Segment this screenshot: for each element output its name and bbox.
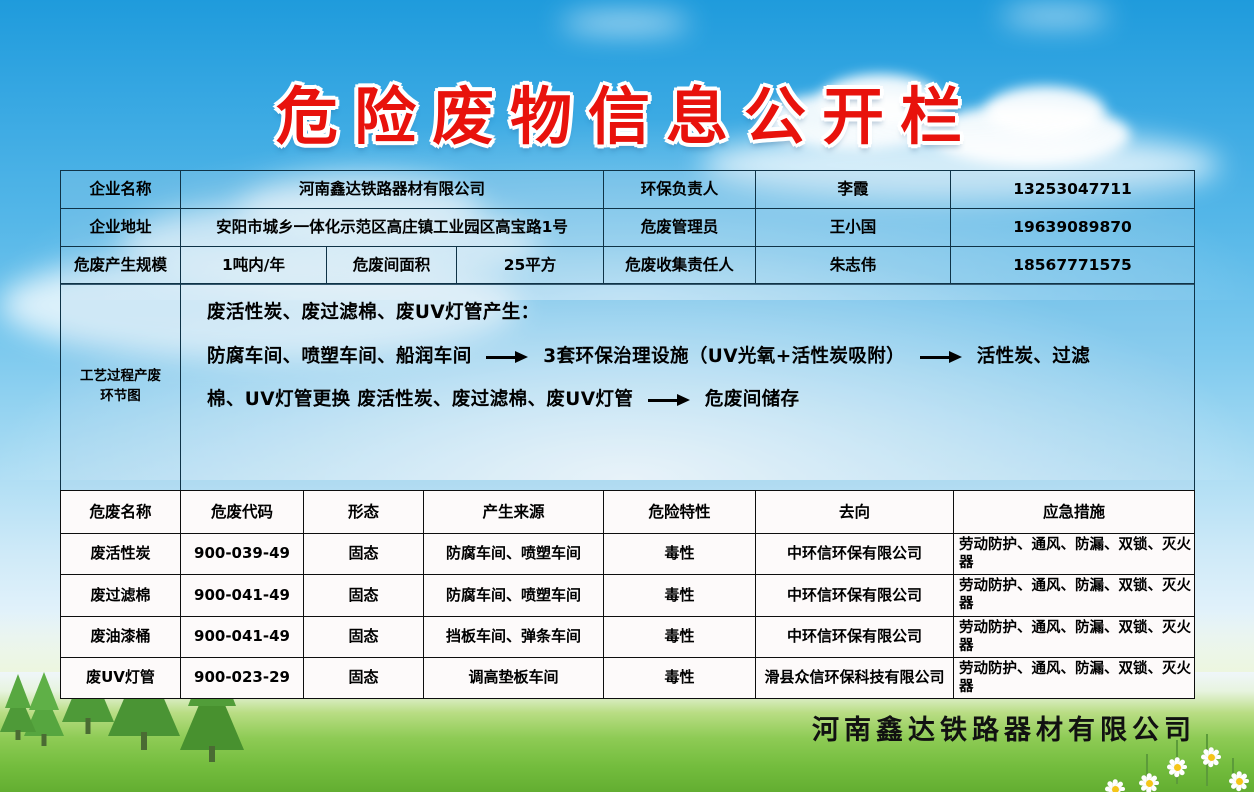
flow-line3-waste: 棉、UV灯管更换 废活性炭、废过滤棉、废UV灯管 — [207, 389, 634, 410]
cell-waste-state: 固态 — [303, 656, 424, 700]
label-waste-room-area: 危废间面积 — [326, 246, 457, 285]
arrow-right-icon — [486, 350, 529, 363]
arrow-right-icon — [648, 394, 691, 406]
cell-waste-destination: 中环信环保有限公司 — [755, 615, 954, 658]
process-flow-section: 工艺过程产废 环节图 废活性炭、废过滤棉、废UV灯管产生： 防腐车间、喷塑车间、… — [60, 283, 1195, 491]
cell-waste-source: 防腐车间、喷塑车间 — [423, 532, 604, 576]
flow-label-line2: 环节图 — [100, 388, 141, 404]
table-row: 危废产生规模 1吨内/年 危废间面积 25平方 危废收集责任人 朱志伟 1856… — [60, 246, 1196, 285]
arrow-right-icon — [919, 350, 962, 363]
cell-waste-measures: 劳动防护、通风、防漏、双锁、灭火器 — [953, 656, 1195, 700]
table-row: 废过滤棉 900-041-49 固态 防腐车间、喷塑车间 毒性 中环信环保有限公… — [60, 574, 1195, 617]
value-waste-manager-phone: 19639089870 — [950, 208, 1196, 247]
cell-waste-state: 固态 — [303, 532, 424, 576]
header-waste-measures: 应急措施 — [953, 490, 1195, 534]
label-company-address: 企业地址 — [60, 208, 181, 247]
cell-waste-measures: 劳动防护、通风、防漏、双锁、灭火器 — [953, 574, 1195, 617]
cell-waste-code: 900-023-29 — [180, 656, 304, 700]
cell-waste-destination: 滑县众信环保科技有限公司 — [755, 656, 954, 700]
label-waste-manager: 危废管理员 — [603, 208, 757, 247]
cell-waste-measures: 劳动防护、通风、防漏、双锁、灭火器 — [953, 532, 1195, 576]
flow-line1-text: 废活性炭、废过滤棉、废UV灯管产生： — [207, 302, 540, 323]
value-company-address: 安阳市城乡一体化示范区高庄镇工业园区高宝路1号 — [179, 208, 605, 247]
label-process-flow: 工艺过程产废 环节图 — [60, 283, 181, 491]
cell-waste-source: 挡板车间、弹条车间 — [423, 615, 604, 658]
cell-waste-name: 废UV灯管 — [60, 656, 181, 700]
value-waste-manager: 王小国 — [755, 208, 952, 247]
flow-line-1: 废活性炭、废过滤棉、废UV灯管产生： — [207, 302, 1194, 323]
cell-waste-destination: 中环信环保有限公司 — [755, 532, 954, 576]
label-env-officer: 环保负责人 — [603, 170, 757, 209]
footer-company-name: 河南鑫达铁路器材有限公司 — [812, 715, 1196, 746]
value-collection-officer-phone: 18567771575 — [950, 246, 1196, 285]
flow-line-3: 棉、UV灯管更换 废活性炭、废过滤棉、废UV灯管 危废间储存 — [207, 389, 1194, 410]
daisy-flower-icon — [1136, 770, 1162, 792]
page-title: 危险废物信息公开栏 — [275, 80, 978, 153]
flower-stem — [1146, 754, 1148, 788]
label-waste-scale: 危废产生规模 — [60, 246, 181, 285]
cell-waste-hazard: 毒性 — [603, 615, 756, 658]
table-row: 废UV灯管 900-023-29 固态 调高垫板车间 毒性 滑县众信环保科技有限… — [60, 656, 1195, 700]
header-waste-name: 危废名称 — [60, 490, 181, 534]
cell-waste-code: 900-041-49 — [180, 574, 304, 617]
cell-waste-name: 废活性炭 — [60, 532, 181, 576]
value-waste-room-area: 25平方 — [455, 246, 605, 285]
label-collection-officer: 危废收集责任人 — [603, 246, 757, 285]
flow-line2-source: 防腐车间、喷塑车间、船润车间 — [207, 345, 472, 367]
value-env-officer: 李霞 — [755, 170, 952, 209]
cell-waste-code: 900-041-49 — [180, 615, 304, 658]
table-row: 废活性炭 900-039-49 固态 防腐车间、喷塑车间 毒性 中环信环保有限公… — [60, 532, 1195, 576]
table-row: 企业地址 安阳市城乡一体化示范区高庄镇工业园区高宝路1号 危废管理员 王小国 1… — [60, 208, 1196, 247]
cell-waste-destination: 中环信环保有限公司 — [755, 574, 954, 617]
cell-waste-name: 废过滤棉 — [60, 574, 181, 617]
header-waste-hazard: 危险特性 — [603, 490, 756, 534]
hazardous-waste-table: 危废名称 危废代码 形态 产生来源 危险特性 去向 应急措施 废活性炭 900-… — [60, 490, 1195, 700]
cell-waste-measures: 劳动防护、通风、防漏、双锁、灭火器 — [953, 615, 1195, 658]
cell-waste-name: 废油漆桶 — [60, 615, 181, 658]
table-row: 企业名称 河南鑫达铁路器材有限公司 环保负责人 李霞 13253047711 — [60, 170, 1196, 209]
flow-label-line1: 工艺过程产废 — [80, 368, 161, 385]
daisy-flower-icon — [1162, 752, 1192, 782]
flow-line2-treatment: 3套环保治理设施（UV光氧+活性炭吸附） — [543, 345, 906, 367]
daisy-flower-icon — [1104, 778, 1126, 792]
table-row: 工艺过程产废 环节图 废活性炭、废过滤棉、废UV灯管产生： 防腐车间、喷塑车间、… — [60, 283, 1195, 491]
cell-waste-state: 固态 — [303, 574, 424, 617]
cell-waste-hazard: 毒性 — [603, 656, 756, 700]
cloud-decoration — [560, 14, 690, 32]
cell-waste-state: 固态 — [303, 615, 424, 658]
daisy-flower-icon — [1226, 768, 1252, 792]
cell-waste-hazard: 毒性 — [603, 574, 756, 617]
value-collection-officer: 朱志伟 — [755, 246, 952, 285]
flow-line2-output: 活性炭、过滤 — [976, 345, 1091, 367]
cell-waste-source: 调高垫板车间 — [423, 656, 604, 700]
cloud-decoration — [1000, 8, 1110, 24]
header-waste-state: 形态 — [303, 490, 424, 534]
cell-waste-hazard: 毒性 — [603, 532, 756, 576]
table-header-row: 危废名称 危废代码 形态 产生来源 危险特性 去向 应急措施 — [60, 490, 1195, 534]
cell-waste-source: 防腐车间、喷塑车间 — [423, 574, 604, 617]
value-waste-scale: 1吨内/年 — [180, 246, 327, 285]
flow-line-2: 防腐车间、喷塑车间、船润车间 3套环保治理设施（UV光氧+活性炭吸附） 活性炭、… — [207, 345, 1194, 367]
flow-line3-storage: 危废间储存 — [704, 389, 800, 410]
table-row: 废油漆桶 900-041-49 固态 挡板车间、弹条车间 毒性 中环信环保有限公… — [60, 615, 1195, 658]
header-waste-source: 产生来源 — [423, 490, 604, 534]
process-flow-body: 废活性炭、废过滤棉、废UV灯管产生： 防腐车间、喷塑车间、船润车间 3套环保治理… — [180, 283, 1195, 491]
company-info-table: 企业名称 河南鑫达铁路器材有限公司 环保负责人 李霞 13253047711 企… — [60, 170, 1196, 285]
daisy-flower-icon — [1196, 742, 1226, 772]
tree-icon — [0, 666, 36, 740]
label-company-name: 企业名称 — [60, 170, 181, 209]
header-waste-destination: 去向 — [755, 490, 954, 534]
value-env-officer-phone: 13253047711 — [950, 170, 1196, 209]
cell-waste-code: 900-039-49 — [180, 532, 304, 576]
header-waste-code: 危废代码 — [180, 490, 304, 534]
value-company-name: 河南鑫达铁路器材有限公司 — [179, 170, 605, 209]
